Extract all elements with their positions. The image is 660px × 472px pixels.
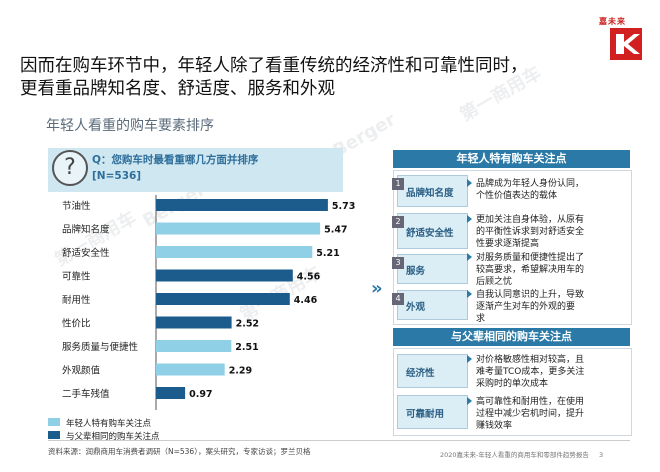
desc-line: 采购时的单次成本 (476, 379, 549, 389)
desc-line: 更加关注自身体验，从原有 (476, 215, 585, 225)
row-number: 3 (392, 257, 404, 269)
divider (48, 440, 630, 441)
category-label: 可靠性 (62, 271, 91, 283)
desc-line: 赚钱效率 (476, 421, 513, 431)
row-label: 可靠耐用 (406, 409, 445, 420)
desc-line: 过程中减少宕机时间，提升 (476, 409, 585, 419)
bar (156, 246, 313, 258)
bar (156, 293, 290, 305)
desc-line: 高可靠性和耐用性，在使用 (476, 397, 585, 407)
category-label: 外观颜值 (62, 365, 101, 377)
page-title: 因而在购车环节中，年轻人除了看重传统的经济性和可靠性同时， 更看重品牌知名度、舒… (20, 55, 600, 101)
young-row-2-desc: 更加关注自身体验，从原有 的平衡性诉求到对舒适安全 性要求逐渐提高 (467, 214, 626, 250)
legend-label-common: 与父辈相同的购车关注点 (66, 432, 160, 442)
question-icon: ? (52, 150, 88, 186)
question-body: 您购车时最看重哪几方面并排序 (111, 154, 259, 166)
desc-line: 求 (476, 314, 486, 324)
row-number: 2 (392, 216, 404, 228)
bar (156, 387, 186, 399)
question-sample-size: [N=536] (92, 170, 142, 182)
row-number: 1 (392, 178, 404, 190)
young-row-1: 1 品牌知名度 (392, 175, 468, 207)
bar (156, 269, 293, 282)
desc-line: 难考量TCO成本，更多关注 (476, 367, 585, 377)
desc-line: 性要求逐渐提高 (476, 239, 540, 249)
footer-text: 2020嘉未来-年轻人看重的商用车和零部件趋势报告 (440, 451, 589, 459)
logo-text: 嘉未来 (599, 17, 626, 26)
question-box (48, 148, 343, 192)
value-label: 5.21 (316, 248, 339, 259)
category-label: 节油性 (62, 200, 91, 212)
desc-line: 自我认同意识的上升，导致 (476, 290, 585, 300)
desc-line: 对价格敏感性相对较高，且 (476, 355, 585, 365)
desc-line: 对服务质量和便捷性提出了 (476, 253, 585, 263)
legend-swatch-common (48, 431, 60, 439)
category-label: 耐用性 (62, 294, 91, 306)
row-label: 经济性 (406, 368, 435, 379)
young-panel-title: 年轻人特有购车关注点 (393, 150, 630, 168)
bar (156, 222, 321, 235)
young-row-3: 3 服务 (392, 254, 468, 284)
young-row-1-desc: 品牌成为年轻人身份认同， 个性价值表达的载体 (467, 178, 626, 202)
desc-line: 的平衡性诉求到对舒适安全 (476, 227, 585, 237)
common-panel-title: 与父辈相同的购车关注点 (393, 328, 630, 346)
value-label: 2.52 (236, 319, 259, 330)
young-panel (393, 170, 632, 325)
young-row-2: 2 舒适安全性 (392, 213, 468, 249)
title-line-1: 因而在购车环节中，年轻人除了看重传统的经济性和可靠性同时， (20, 56, 528, 76)
bar (156, 199, 328, 211)
row-number: 4 (392, 293, 404, 305)
value-label: 0.97 (189, 389, 212, 400)
value-label: 2.51 (235, 342, 258, 353)
value-label: 2.29 (229, 366, 252, 377)
section-subtitle: 年轻人看重的购车要素排序 (46, 118, 214, 134)
bar (156, 340, 232, 352)
bar-chart: 节油性 5.73 品牌知名度 5.47 舒适安全性 5.21 可靠性 4.56 耐用性 4.46 性… (62, 195, 355, 410)
row-label: 外观 (406, 302, 426, 313)
category-label: 品牌知名度 (62, 224, 110, 236)
chevron-right-icon: » (371, 278, 383, 299)
desc-line: 逐渐产生对车的外观的要 (476, 302, 576, 312)
desc-line: 品牌成为年轻人身份认同， (476, 179, 585, 189)
row-label: 品牌知名度 (406, 188, 454, 199)
desc-line: 较高要求，希望解决用车的 (476, 265, 585, 275)
common-row-2-desc: 高可靠性和耐用性，在使用 过程中减少宕机时间，提升 赚钱效率 (467, 396, 626, 432)
question-prefix: Q： (92, 154, 112, 166)
question-text: Q：您购车时最看重哪几方面并排序 (92, 153, 258, 168)
category-label: 性价比 (62, 318, 91, 330)
bar (156, 316, 232, 329)
legend-swatch-young (48, 418, 60, 426)
common-row-1: 经济性 (397, 354, 468, 388)
common-row-2: 可靠耐用 (397, 395, 468, 429)
page-number: 3 (598, 451, 604, 459)
bar (156, 363, 225, 376)
category-label: 服务质量与便捷性 (62, 341, 139, 353)
value-label: 5.73 (332, 201, 355, 212)
young-row-4: 4 外观 (392, 290, 468, 320)
legend-label-young: 年轻人特有购车关注点 (66, 419, 152, 429)
value-label: 4.56 (297, 272, 321, 283)
title-line-2: 更看重品牌知名度、舒适度、服务和外观 (20, 79, 335, 99)
category-label: 二手车残值 (62, 388, 110, 400)
category-label: 舒适安全性 (62, 247, 110, 259)
common-panel (393, 348, 632, 436)
row-label: 服务 (406, 266, 426, 277)
footer: 2020嘉未来-年轻人看重的商用车和零部件趋势报告 3 (440, 449, 603, 459)
desc-line: 后顾之忧 (476, 277, 513, 287)
common-row-1-desc: 对价格敏感性相对较高，且 难考量TCO成本，更多关注 采购时的单次成本 (467, 354, 626, 390)
value-label: 5.47 (324, 225, 347, 236)
brand-logo (598, 6, 654, 64)
row-label: 舒适安全性 (406, 228, 454, 239)
source-note: 资料来源：润鼎商用车消费者调研（N=536），案头研究，专家访谈；罗兰贝格 (48, 447, 311, 456)
desc-line: 个性价值表达的载体 (476, 191, 558, 201)
young-row-4-desc: 自我认同意识的上升，导致 逐渐产生对车的外观的要 求 (467, 289, 626, 325)
young-row-3-desc: 对服务质量和便捷性提出了 较高要求，希望解决用车的 后顾之忧 (467, 252, 626, 288)
value-label: 4.46 (294, 295, 318, 306)
